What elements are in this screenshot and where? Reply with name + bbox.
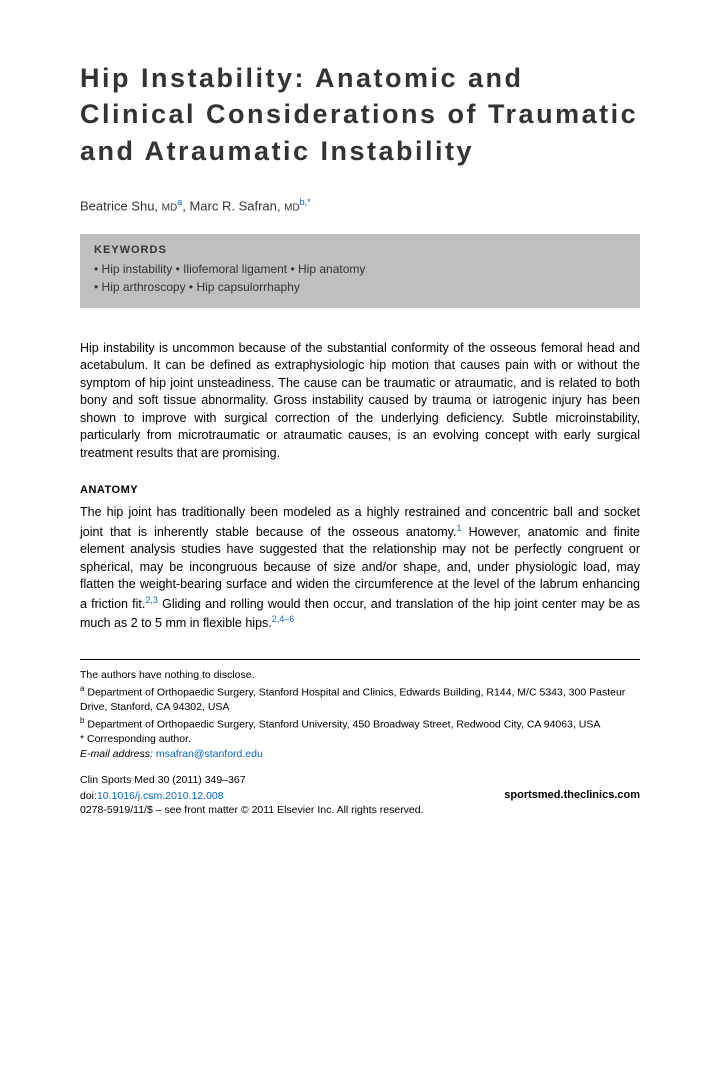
email-line: E-mail address: msafran@stanford.edu	[80, 747, 640, 762]
publication-info: Clin Sports Med 30 (2011) 349–367 doi:10…	[80, 773, 640, 818]
affiliation-b: b Department of Orthopaedic Surgery, Sta…	[80, 715, 640, 732]
email-label: E-mail address:	[80, 748, 156, 760]
footnote-divider	[80, 659, 640, 660]
doi-link[interactable]: 10.1016/j.csm.2010.12.008	[97, 790, 224, 802]
author-list: Beatrice Shu, MDa, Marc R. Safran, MDb,*	[80, 197, 640, 213]
citation-ref-2[interactable]: 2,3	[145, 595, 158, 605]
author-2-name: Marc R. Safran,	[189, 199, 284, 214]
author-1-degree: MD	[162, 203, 178, 214]
journal-website[interactable]: sportsmed.theclinics.com	[504, 788, 640, 803]
doi-website-row: doi:10.1016/j.csm.2010.12.008 sportsmed.…	[80, 788, 640, 803]
article-title: Hip Instability: Anatomic and Clinical C…	[80, 60, 640, 169]
doi-label: doi:	[80, 790, 97, 802]
anatomy-paragraph: The hip joint has traditionally been mod…	[80, 504, 640, 633]
doi-line: doi:10.1016/j.csm.2010.12.008	[80, 789, 224, 804]
author-2-degree: MD	[284, 203, 300, 214]
keywords-line-1: • Hip instability • Iliofemoral ligament…	[94, 260, 626, 278]
disclosure-statement: The authors have nothing to disclose.	[80, 668, 640, 683]
journal-citation: Clin Sports Med 30 (2011) 349–367	[80, 773, 640, 788]
citation-ref-3[interactable]: 2,4–6	[272, 614, 295, 624]
keywords-list: • Hip instability • Iliofemoral ligament…	[94, 260, 626, 296]
anatomy-section-heading: ANATOMY	[80, 484, 640, 496]
keywords-heading: KEYWORDS	[94, 244, 626, 256]
anatomy-text-c: Gliding and rolling would then occur, an…	[80, 597, 640, 631]
intro-paragraph: Hip instability is uncommon because of t…	[80, 340, 640, 463]
email-link[interactable]: msafran@stanford.edu	[156, 748, 263, 760]
affiliation-a: a Department of Orthopaedic Surgery, Sta…	[80, 683, 640, 715]
copyright-line: 0278-5919/11/$ – see front matter © 2011…	[80, 803, 640, 818]
affiliation-b-text: Department of Orthopaedic Surgery, Stanf…	[84, 718, 600, 730]
keywords-line-2: • Hip arthroscopy • Hip capsulorrhaphy	[94, 278, 626, 296]
footnotes-block: The authors have nothing to disclose. a …	[80, 668, 640, 761]
author-1-name: Beatrice Shu,	[80, 199, 162, 214]
keywords-box: KEYWORDS • Hip instability • Iliofemoral…	[80, 234, 640, 308]
corresponding-author-note: * Corresponding author.	[80, 732, 640, 747]
affiliation-a-text: Department of Orthopaedic Surgery, Stanf…	[80, 686, 625, 713]
author-2-affiliation-ref: b,*	[300, 197, 311, 207]
